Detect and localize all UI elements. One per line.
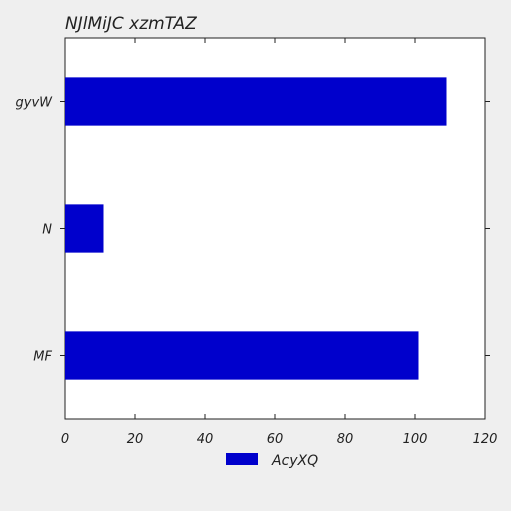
- y-tick-label: gyvW: [16, 96, 54, 111]
- x-tick-label: 80: [337, 432, 354, 447]
- x-tick-label: 0: [61, 432, 69, 447]
- legend-label: AcyXQ: [271, 453, 318, 469]
- y-tick-label: MF: [33, 350, 52, 365]
- bar-N: [65, 204, 104, 253]
- x-tick-label: 120: [473, 432, 498, 447]
- x-tick-label: 20: [127, 432, 144, 447]
- x-tick-label: 40: [197, 432, 214, 447]
- legend-swatch: [226, 453, 258, 465]
- x-axis: 0 20 40 60 80 100 120: [61, 38, 498, 447]
- legend: AcyXQ: [226, 453, 318, 469]
- chart-title: NJlMiJC xzmTAZ: [65, 14, 197, 34]
- x-tick-label: 100: [403, 432, 428, 447]
- y-tick-label: N: [42, 223, 52, 238]
- bar-gyvW: [65, 77, 447, 126]
- x-tick-label: 60: [267, 432, 284, 447]
- bars: [65, 77, 447, 380]
- bar-MF: [65, 331, 419, 380]
